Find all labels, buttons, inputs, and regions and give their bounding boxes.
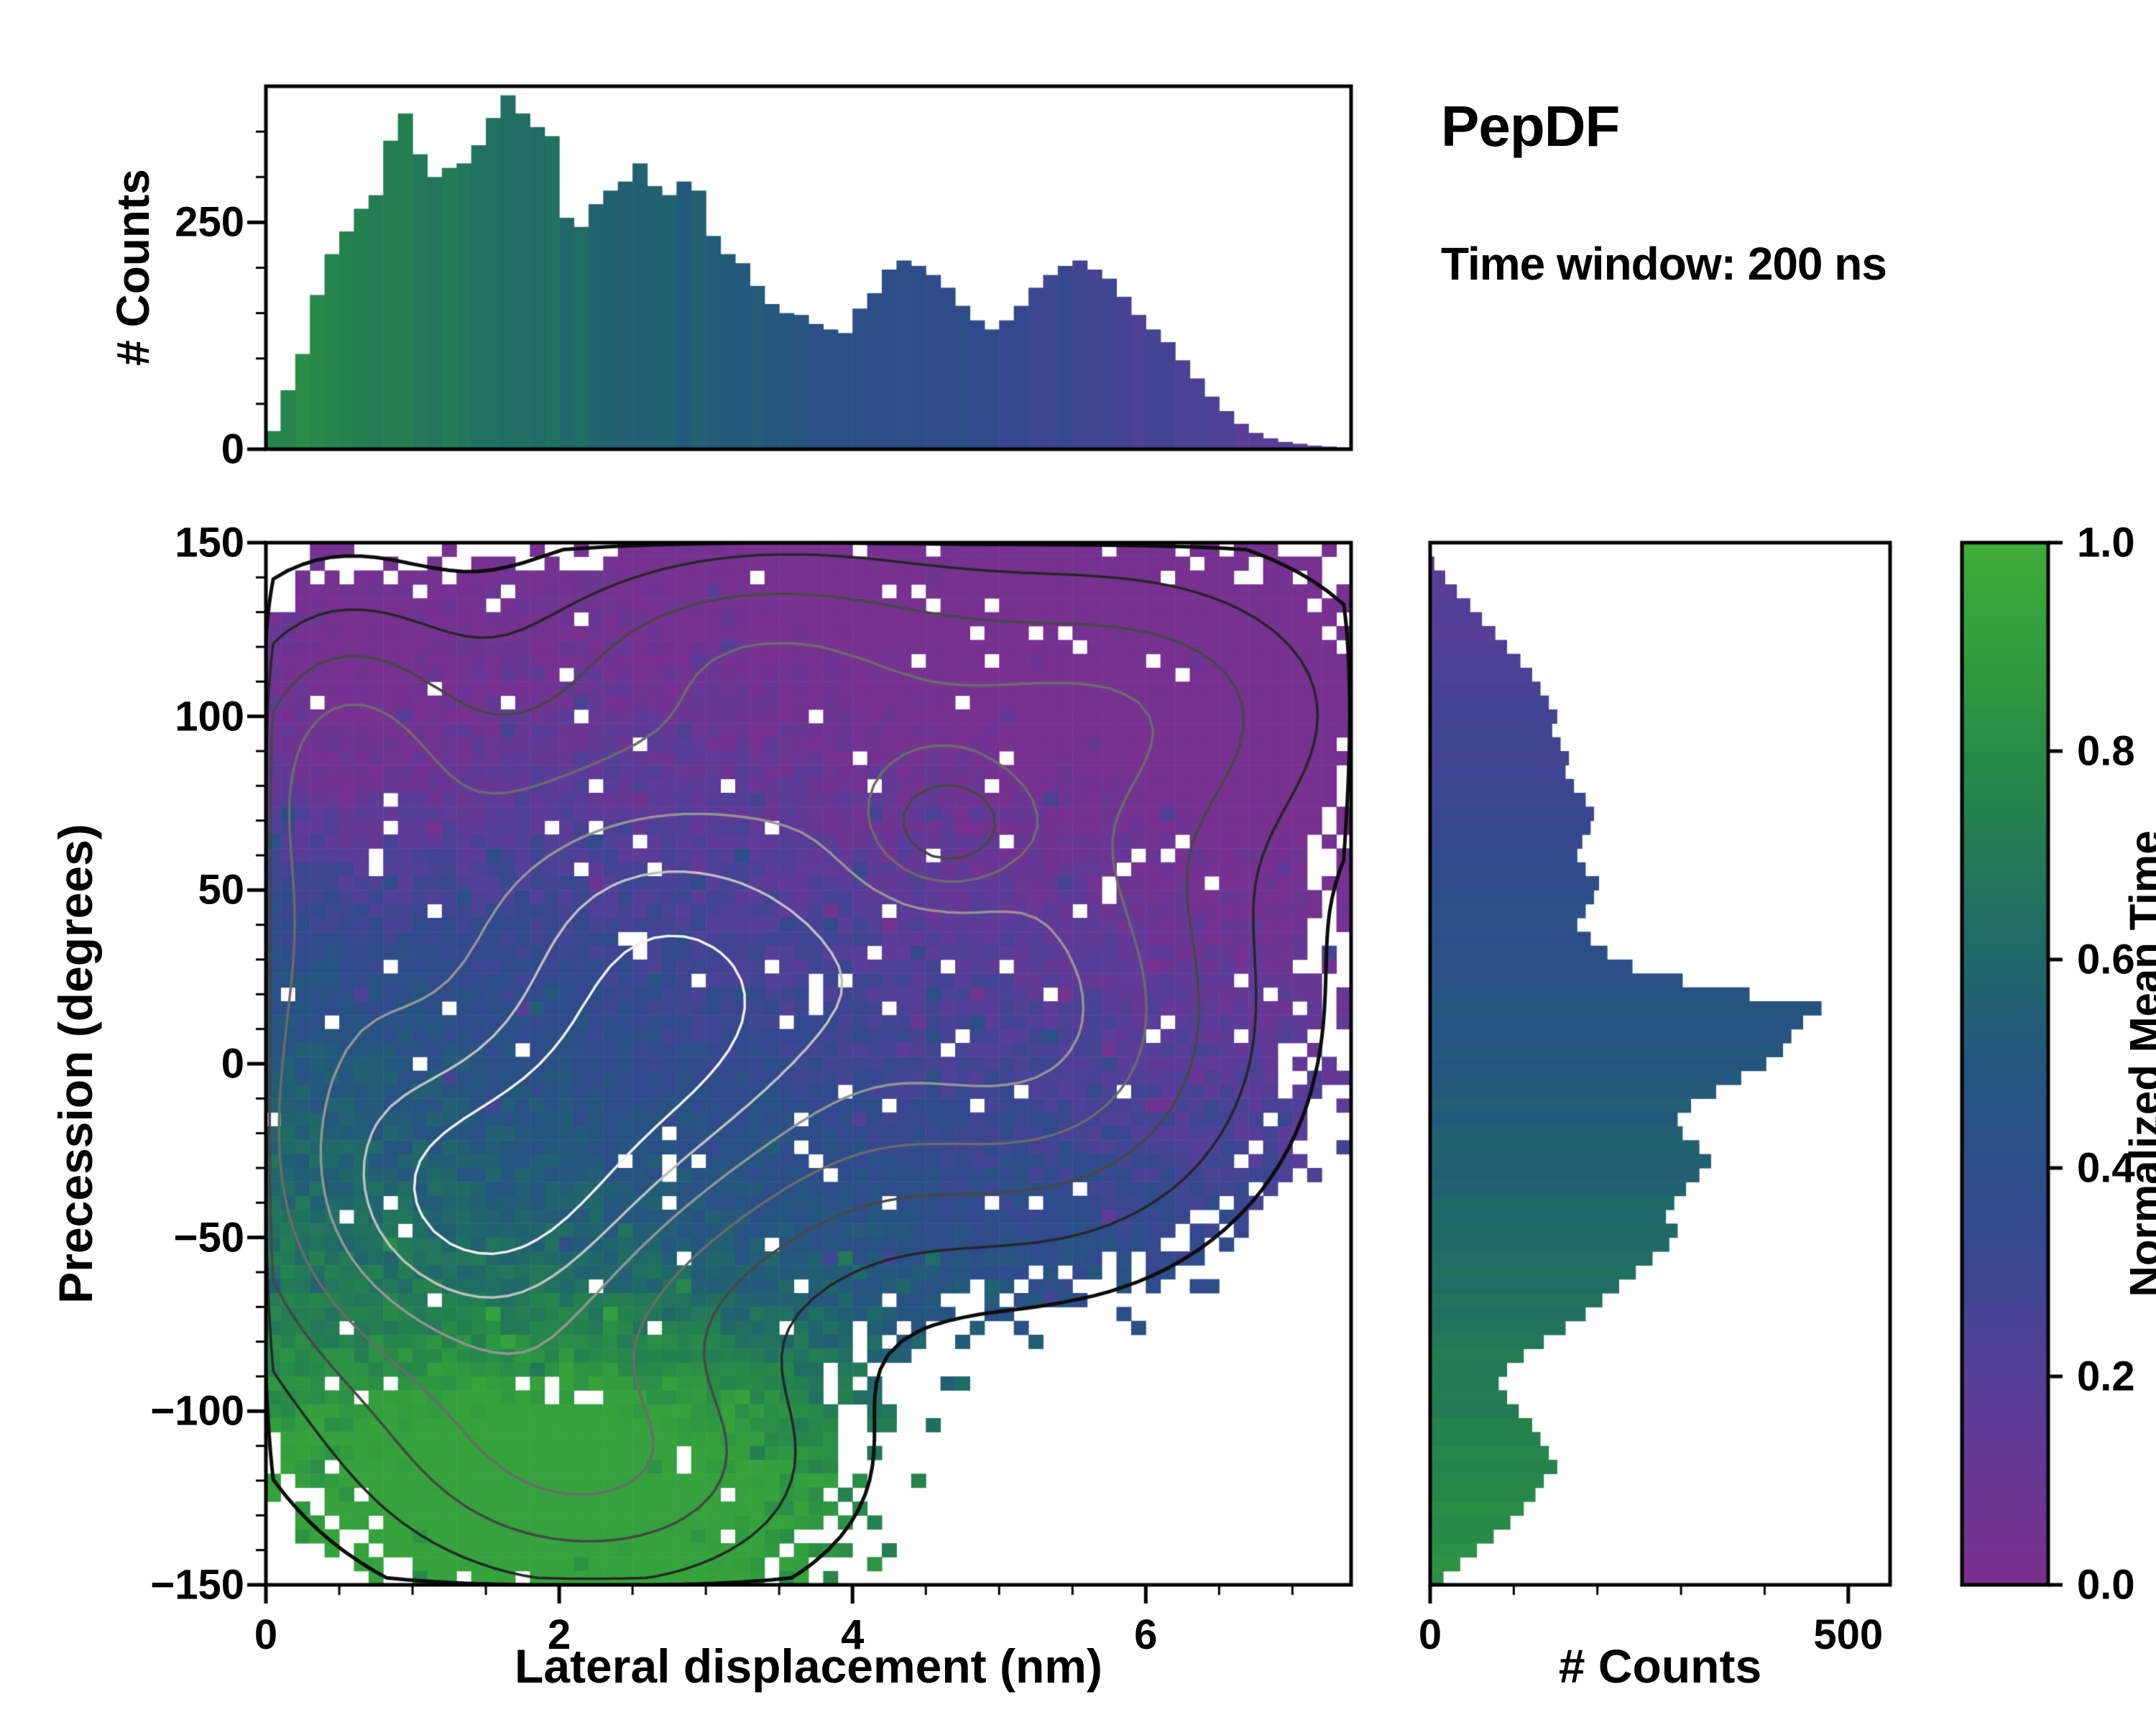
- colorbar-tick-label: 0.0: [2077, 1561, 2135, 1609]
- main-y-tick-label: 100: [175, 693, 244, 740]
- main-y-tick-label: 0: [221, 1040, 244, 1087]
- main-y-tick-label: −50: [173, 1214, 244, 1261]
- main-x-tick-label: 6: [1134, 1611, 1158, 1658]
- right-hist-x-tick-label: 500: [1813, 1611, 1884, 1658]
- main-x-tick-label: 4: [841, 1611, 865, 1658]
- colorbar-tick-label: 0.2: [2077, 1353, 2135, 1400]
- colorbar-tick-label: 0.4: [2077, 1144, 2135, 1192]
- main-y-tick-label: 150: [175, 519, 244, 566]
- colorbar-tick-label: 0.6: [2077, 936, 2135, 983]
- colorbar-tick-label: 0.8: [2077, 727, 2135, 775]
- top-histogram-y-axis-label: # Counts: [107, 169, 159, 366]
- time-window-label: Time window: 200 ns: [1441, 238, 1887, 290]
- main-y-tick-label: 50: [198, 866, 244, 914]
- top-hist-y-tick-label: 0: [221, 426, 244, 473]
- main-y-tick-label: −150: [150, 1561, 244, 1609]
- main-x-axis-label: Lateral displacement (nm): [515, 1639, 1102, 1693]
- main-y-tick-label: −100: [150, 1387, 244, 1435]
- top-hist-y-tick-label: 250: [175, 198, 244, 246]
- colorbar-label: Normalized Mean Time: [2121, 830, 2156, 1297]
- colorbar-tick-label: 1.0: [2077, 519, 2135, 566]
- main-x-tick-label: 2: [547, 1611, 571, 1658]
- main-y-axis-label: Precession (degrees): [49, 824, 102, 1304]
- right-hist-x-tick-label: 0: [1418, 1611, 1442, 1658]
- right-histogram-x-axis-label: # Counts: [1558, 1639, 1762, 1693]
- plot-title: PepDF: [1441, 94, 1620, 158]
- main-x-tick-label: 0: [254, 1611, 278, 1658]
